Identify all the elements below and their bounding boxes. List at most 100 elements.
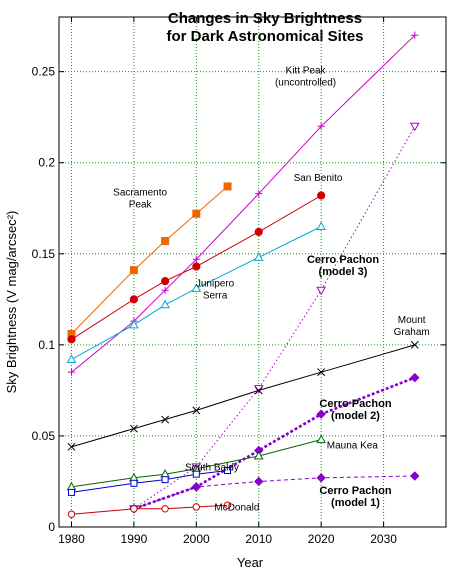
x-tick-label: 2030 [370, 532, 397, 546]
y-tick-label: 0 [48, 520, 55, 534]
x-axis-label: Year [237, 555, 264, 570]
annotation-line: Kitt Peak [286, 65, 327, 76]
series-line-mount-graham [71, 344, 415, 448]
data-point-cerro-pachon-model-1 [316, 473, 326, 483]
chart-title-line-1: Changes in Sky Brightness [168, 10, 362, 27]
annotation-line: San Benito [294, 173, 343, 184]
annotation-south-baldy: South Baldy [185, 463, 239, 474]
series-kitt-peak-uncontrolled [67, 31, 419, 376]
chart-title-line-2: for Dark Astronomical Sites [167, 28, 364, 45]
series-cerro-pachon-model-3 [129, 122, 420, 514]
data-point-mount-graham [317, 368, 326, 377]
data-point-mcdonald [223, 501, 232, 509]
annotation-line: Junipero [196, 279, 235, 290]
annotation-line: (model 3) [319, 266, 368, 278]
annotation-line: Cerro Pachon [319, 398, 391, 410]
data-point-south-baldy [130, 479, 138, 487]
data-point-mount-graham [254, 386, 263, 395]
annotation-sacramento-peak: Sacramento Peak [113, 188, 167, 211]
annotation-line: (model 2) [331, 410, 380, 422]
grid-lines [59, 17, 446, 528]
annotation-line: (uncontrolled) [275, 77, 336, 88]
series-san-benito [67, 191, 326, 344]
data-point-junipero-serra [253, 252, 264, 261]
data-point-mount-graham [410, 340, 419, 349]
annotation-cerro-pachon-model-1: Cerro Pachon (model 1) [319, 485, 391, 509]
plot-frame [58, 16, 447, 528]
series-junipero-serra [66, 221, 327, 363]
series-line-san-benito [71, 195, 322, 340]
y-tick-label: 0.15 [32, 247, 56, 261]
data-point-sacramento-peak [192, 209, 201, 218]
data-point-mcdonald [161, 505, 169, 513]
data-point-south-baldy [161, 476, 169, 484]
data-point-kitt-peak-uncontrolled [161, 286, 169, 294]
data-point-mount-graham [192, 406, 201, 415]
data-point-san-benito [129, 295, 139, 304]
annotation-line: Mauna Kea [327, 441, 379, 452]
data-point-san-benito [67, 335, 76, 344]
y-tick-label: 0.05 [32, 429, 56, 443]
data-point-junipero-serra [66, 354, 77, 363]
annotations-layer: Kitt Peak (uncontrolled) Sacramento Peak San… [113, 65, 430, 513]
annotation-kitt-peak-uncontrolled: Kitt Peak (uncontrolled) [275, 65, 336, 88]
series-line-mcdonald [71, 504, 228, 515]
series-sacramento-peak [67, 182, 232, 338]
data-point-mcdonald [130, 505, 138, 513]
data-point-mauna-kea [253, 450, 264, 460]
series-layer [66, 31, 420, 518]
x-tick-label: 2020 [308, 532, 335, 546]
annotation-line: Serra [203, 291, 228, 302]
series-mauna-kea [66, 434, 327, 491]
data-point-san-benito [317, 191, 326, 200]
annotation-line: Sacramento [113, 188, 167, 199]
data-point-kitt-peak-uncontrolled [255, 190, 263, 198]
annotation-cerro-pachon-model-2: Cerro Pachon (model 2) [319, 398, 391, 422]
annotation-line: (model 1) [331, 497, 380, 509]
data-point-cerro-pachon-model-3 [409, 122, 420, 132]
data-point-south-baldy [67, 488, 75, 496]
data-point-kitt-peak-uncontrolled [411, 31, 419, 39]
annotation-line: Mount [398, 315, 426, 326]
data-point-mount-graham [129, 424, 138, 433]
annotation-san-benito: San Benito [294, 173, 343, 184]
data-point-sacramento-peak [223, 182, 232, 191]
data-point-junipero-serra [191, 283, 202, 292]
data-point-cerro-pachon-model-2 [410, 372, 420, 383]
data-point-cerro-pachon-model-1 [410, 471, 420, 481]
data-point-cerro-pachon-model-1 [191, 482, 202, 492]
annotation-mauna-kea: Mauna Kea [327, 441, 379, 452]
data-point-mcdonald [67, 510, 76, 518]
data-point-mcdonald [192, 503, 201, 511]
data-point-junipero-serra [129, 319, 139, 329]
data-point-cerro-pachon-model-3 [316, 286, 327, 296]
data-point-south-baldy [224, 467, 232, 475]
series-mcdonald [67, 501, 232, 518]
data-point-mount-graham [161, 415, 170, 424]
annotation-cerro-pachon-model-3: Cerro Pachon (model 3) [307, 254, 379, 278]
data-point-cerro-pachon-model-1 [254, 476, 264, 487]
y-tick-label: 0.25 [32, 65, 56, 79]
data-point-mount-graham [67, 442, 76, 451]
series-mount-graham [67, 340, 419, 451]
annotation-line: McDonald [214, 503, 259, 514]
data-point-junipero-serra [316, 221, 327, 230]
annotation-line: Peak [129, 200, 153, 211]
data-point-mauna-kea [316, 434, 327, 444]
x-tick-label: 2010 [245, 532, 272, 546]
annotation-mount-graham: Mount Graham [394, 315, 430, 338]
annotation-line: Cerro Pachon [307, 254, 379, 266]
x-tick-label: 2000 [183, 532, 210, 546]
data-point-cerro-pachon-model-2 [316, 409, 326, 419]
data-point-san-benito [192, 262, 201, 271]
y-axis-label: Sky Brightness (V mag/arcsec²) [4, 211, 19, 394]
y-tick-label: 0.1 [38, 338, 55, 352]
series-line-mauna-kea [71, 439, 322, 488]
annotation-line: Graham [394, 327, 430, 338]
y-tick-label: 0.2 [38, 156, 55, 170]
data-point-sacramento-peak [129, 266, 138, 275]
annotation-line: Cerro Pachon [319, 485, 391, 497]
data-point-junipero-serra [160, 299, 170, 309]
data-point-sacramento-peak [161, 237, 170, 246]
